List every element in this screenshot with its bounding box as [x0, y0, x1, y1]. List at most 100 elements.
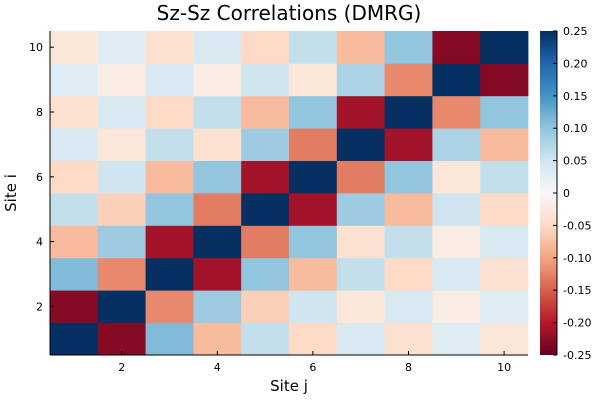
heatmap-cell — [289, 128, 338, 161]
heatmap-cell — [241, 290, 290, 323]
heatmap-cell — [145, 193, 194, 226]
heatmap-cell — [432, 128, 481, 161]
heatmap-cell — [97, 128, 146, 161]
y-axis-ticks: 2 4 6 8 10 — [29, 41, 54, 313]
heatmap-cell — [145, 128, 194, 161]
chart-title: Sz-Sz Correlations (DMRG) — [157, 1, 422, 25]
heatmap-cell — [432, 160, 481, 194]
heatmap-cell — [97, 193, 146, 226]
heatmap-cell — [289, 225, 338, 259]
heatmap-cell — [289, 95, 338, 129]
heatmap-cell — [336, 160, 385, 194]
heatmap-cell — [50, 290, 99, 323]
heatmap-cell — [193, 193, 242, 226]
heatmap-cell — [193, 290, 242, 323]
heatmap-cell — [480, 193, 529, 226]
x-tick-label: 2 — [118, 361, 125, 374]
heatmap-cell — [480, 95, 529, 129]
heatmap-cell — [384, 225, 433, 259]
heatmap-cell — [145, 225, 194, 259]
heatmap-cell — [145, 290, 194, 323]
heatmap-cell — [97, 160, 146, 194]
heatmap-cell — [193, 257, 242, 291]
heatmap-cell — [97, 225, 146, 259]
heatmap-cell — [432, 322, 481, 356]
heatmap-cell — [50, 128, 99, 161]
heatmap-cell — [480, 31, 529, 64]
heatmap-cell — [336, 63, 385, 97]
y-tick-label: 4 — [36, 236, 43, 249]
heatmap-cell — [97, 257, 146, 291]
heatmap-cell — [384, 160, 433, 194]
y-tick-label: 8 — [36, 106, 43, 119]
heatmap-cell — [97, 31, 146, 64]
heatmap-cell — [480, 160, 529, 194]
x-axis-ticks: 2 4 6 8 10 — [118, 351, 511, 374]
heatmap-cell — [145, 31, 194, 64]
colorbar-tick-label: -0.20 — [563, 317, 591, 330]
colorbar-tick-label: -0.15 — [563, 284, 591, 297]
colorbar-tick-label: 0.10 — [563, 122, 588, 135]
colorbar: 0.25 0.20 0.15 0.10 0.05 0 -0.05 -0.10 -0.15 -0.2… — [540, 25, 591, 362]
plot-axes — [49, 31, 528, 356]
heatmap-cell — [145, 160, 194, 194]
heatmap-cell — [384, 290, 433, 323]
heatmap-cell — [145, 322, 194, 356]
heatmap-cell — [289, 63, 338, 97]
heatmap-cell — [289, 322, 338, 356]
heatmap-cell — [384, 193, 433, 226]
heatmap-cell — [336, 225, 385, 259]
heatmap-cell — [480, 257, 529, 291]
heatmap-cell — [50, 257, 99, 291]
heatmap-cell — [193, 128, 242, 161]
heatmap-cell — [432, 193, 481, 226]
heatmap-cell — [97, 95, 146, 129]
heatmap-cell — [384, 63, 433, 97]
heatmap-cell — [432, 290, 481, 323]
heatmap-cell — [480, 225, 529, 259]
heatmap-cell — [241, 257, 290, 291]
heatmap-cell — [289, 257, 338, 291]
heatmap-cell — [193, 160, 242, 194]
heatmap-cell — [480, 290, 529, 323]
heatmap-cell — [480, 63, 529, 97]
heatmap-cell — [289, 193, 338, 226]
heatmap-cell — [50, 31, 99, 64]
heatmap-cell — [241, 31, 290, 64]
heatmap-cell — [432, 225, 481, 259]
x-tick-label: 8 — [405, 361, 412, 374]
heatmap-cell — [193, 225, 242, 259]
heatmap-cell — [145, 95, 194, 129]
colorbar-tick-label: -0.10 — [563, 252, 591, 265]
heatmap-cell — [336, 290, 385, 323]
x-tick-label: 4 — [214, 361, 221, 374]
y-tick-label: 10 — [29, 41, 43, 54]
heatmap-cell — [432, 31, 481, 64]
x-tick-label: 6 — [309, 361, 316, 374]
heatmap-cell — [384, 31, 433, 64]
colorbar-gradient — [540, 31, 557, 355]
heatmap-cell — [336, 128, 385, 161]
heatmap-cell — [50, 193, 99, 226]
heatmap-cell — [289, 290, 338, 323]
heatmap-cell — [145, 257, 194, 291]
heatmap-cell — [193, 63, 242, 97]
heatmap-cell — [193, 322, 242, 356]
colorbar-tick-label: 0.25 — [563, 25, 588, 38]
heatmap-cell — [50, 63, 99, 97]
heatmap-cell — [241, 225, 290, 259]
heatmap-cell — [336, 31, 385, 64]
heatmap-cell — [384, 128, 433, 161]
heatmap-cell — [480, 322, 529, 356]
heatmap-cell — [145, 63, 194, 97]
heatmap-cell — [241, 322, 290, 356]
heatmap-cell — [336, 95, 385, 129]
y-axis-label: Site i — [2, 174, 20, 212]
colorbar-tick-label: -0.05 — [563, 219, 591, 232]
y-tick-label: 6 — [36, 171, 43, 184]
colorbar-tick-label: 0.05 — [563, 155, 588, 168]
heatmap-cell — [97, 290, 146, 323]
heatmap-cell — [432, 63, 481, 97]
heatmap-cell — [97, 322, 146, 356]
